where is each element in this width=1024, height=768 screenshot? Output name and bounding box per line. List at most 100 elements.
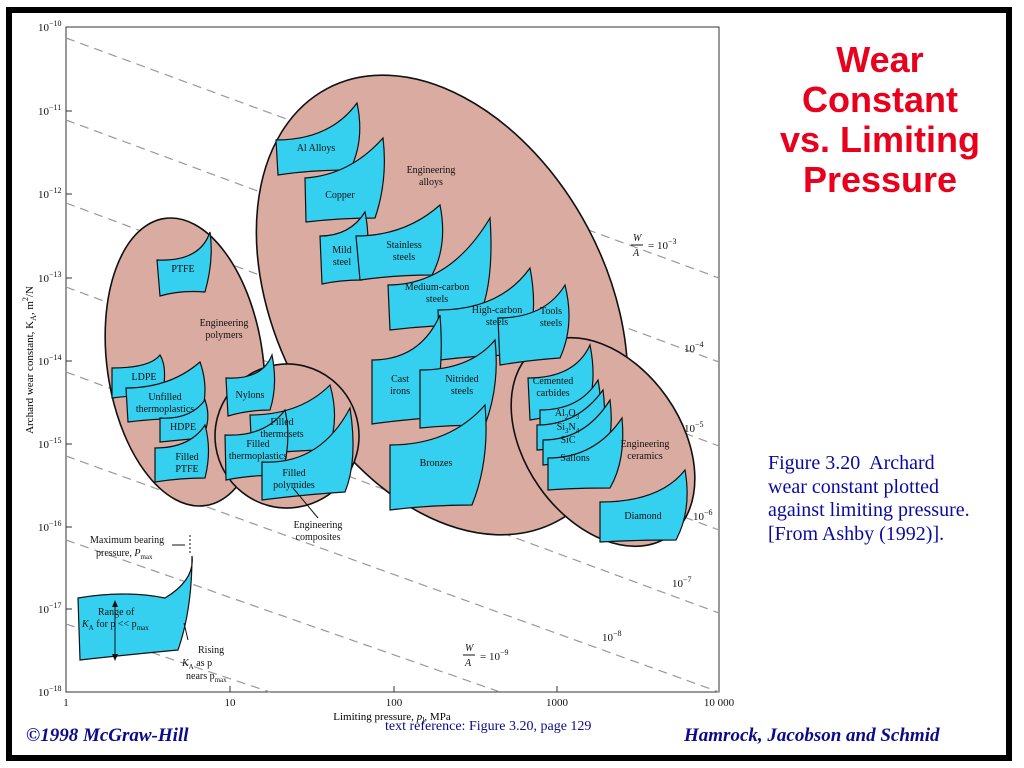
svg-text:= 10−9: = 10−9 [480, 648, 508, 663]
label-line: thermoplastics [229, 451, 287, 462]
svg-text:W: W [465, 643, 475, 654]
slide-title: Wear Constant vs. Limiting Pressure [779, 39, 981, 200]
key-patch [77, 555, 193, 661]
bronzes-label: Bronzes [420, 458, 453, 469]
composites-pointer [292, 487, 319, 519]
label-line: steels [393, 252, 415, 263]
y-tick-label: 10−16 [38, 519, 62, 534]
label-line: polymides [273, 480, 315, 491]
caption-figure-number: Figure 3.20 [768, 452, 861, 474]
stainless-steels-patch [355, 203, 444, 281]
y-tick-label: 10−14 [38, 353, 62, 368]
label-line: steels [486, 317, 508, 328]
label-line: Tools [540, 306, 562, 317]
ptfe-patch [156, 231, 212, 297]
sic-label: SiC [560, 435, 575, 446]
label-line: steels [426, 294, 448, 305]
sailons-patch [547, 416, 624, 491]
label-line: Engineering [294, 520, 343, 531]
group-labels: Engineering polymers Engineering alloys En… [200, 165, 670, 543]
label-line: Unfilled [148, 392, 181, 403]
label-line: steels [451, 386, 473, 397]
copper-patch [304, 136, 385, 223]
alloys-group-label: Engineering alloys [407, 165, 456, 188]
unfilled-thermoplastics-label: Unfilled thermoplastics [136, 392, 194, 415]
y-axis-label: Archard wear constant, KA, m2/N [21, 286, 38, 434]
si3n4-label: Si3N4 [557, 422, 580, 435]
material-labels: PTFE LDPE Unfilled thermoplastics HDPE Fi… [132, 143, 662, 522]
filled-polymides-label: Filled polymides [273, 468, 315, 491]
y-tick-label: 10−10 [38, 19, 62, 34]
figure-caption: Figure 3.20 Archard wear constant plotte… [768, 452, 978, 546]
y-tick-label: 10−12 [38, 186, 62, 201]
nitrided-steels-label: Nitrided steels [445, 374, 478, 397]
copyright-footer: ©1998 McGraw-Hill [26, 725, 189, 746]
y-tick-label: 10−17 [38, 601, 62, 616]
label-line: Nitrided [445, 374, 478, 385]
nylons-label: Nylons [236, 390, 265, 401]
polymers-group-label: Engineering polymers [200, 318, 249, 341]
x-axis-label: Limiting pressure, pl, MPa [333, 711, 451, 725]
hdpe-label: HDPE [170, 422, 196, 433]
label-line: Filled [282, 468, 305, 479]
label-line: Filled [175, 452, 198, 463]
label-line: Engineering [200, 318, 249, 329]
filled-ptfe-label: Filled PTFE [175, 452, 198, 475]
nitrided-steels-patch [419, 338, 497, 429]
caption-text: Archard wear constant plotted against li… [768, 452, 970, 545]
guideline-label: 10−5 [684, 420, 704, 435]
label-line: thermosets [260, 429, 303, 440]
wa-label-bottom: W A = 10−9 [463, 643, 508, 669]
cast-irons-label: Cast irons [390, 374, 410, 397]
cemented-carbides-label: Cemented carbides [533, 376, 574, 399]
label-line: Medium-carbon [405, 282, 469, 293]
diamond-label: Diamond [624, 511, 661, 522]
label-line: PTFE [175, 464, 198, 475]
label-line: ceramics [627, 451, 663, 462]
key-range-label: Range of KA for p << pmax [81, 607, 149, 632]
axis-ticks [66, 26, 558, 692]
tools-steels-patch [497, 283, 570, 366]
label-line: Filled [246, 439, 269, 450]
label-line: Filled [270, 417, 293, 428]
label-line: Engineering [621, 439, 670, 450]
al2o3-label: Al2O3 [555, 408, 580, 421]
y-tick-label: 10−15 [38, 436, 62, 451]
label-line: composites [296, 532, 341, 543]
y-tick-label: 10−13 [38, 270, 62, 285]
diamond-patch [599, 468, 688, 543]
filled-polymides-patch [261, 406, 354, 501]
x-tick-label: 100 [386, 697, 403, 709]
authors-footer: Hamrock, Jacobson and Schmid [684, 725, 940, 746]
label-line: alloys [419, 177, 443, 188]
x-tick-label: 1000 [546, 697, 569, 709]
tools-steels-label: Tools steels [540, 306, 562, 329]
composites-group-label: Engineering composites [294, 520, 343, 543]
stainless-steels-label: Stainless steels [386, 240, 422, 263]
filled-ptfe-patch [154, 423, 210, 483]
guideline-labels: W A = 10−3 10−4 10−5 10−6 10−7 10−8 W A … [463, 233, 713, 669]
mild-steel-label: Mild steel [332, 245, 351, 268]
nylons-patch [225, 352, 276, 417]
label-line: carbides [536, 388, 569, 399]
guideline-label: 10−8 [602, 629, 622, 644]
label-line: polymers [205, 330, 242, 341]
key-rising-label: Rising KA as p nears pmax [181, 645, 227, 684]
label-line: Cemented [533, 376, 574, 387]
x-tick-labels: 1 10 100 1000 10 000 [63, 697, 734, 709]
y-tick-label: 10−11 [38, 103, 61, 118]
guideline-label: 10−7 [672, 575, 692, 590]
guideline-label: 10−4 [684, 340, 704, 355]
label-line: Mild [332, 245, 351, 256]
wa-label-top: W A = 10−3 [631, 233, 676, 259]
ptfe-label: PTFE [171, 264, 194, 275]
material-patches [77, 101, 688, 661]
y-tick-label: 10−18 [38, 684, 62, 699]
ceramics-group-label: Engineering ceramics [621, 439, 670, 462]
x-tick-label: 10 [225, 697, 237, 709]
label-line: steel [333, 257, 352, 268]
svg-text:W: W [633, 233, 643, 244]
svg-text:= 10−3: = 10−3 [648, 237, 676, 252]
label-line: Engineering [407, 165, 456, 176]
al-alloys-patch [275, 101, 361, 176]
